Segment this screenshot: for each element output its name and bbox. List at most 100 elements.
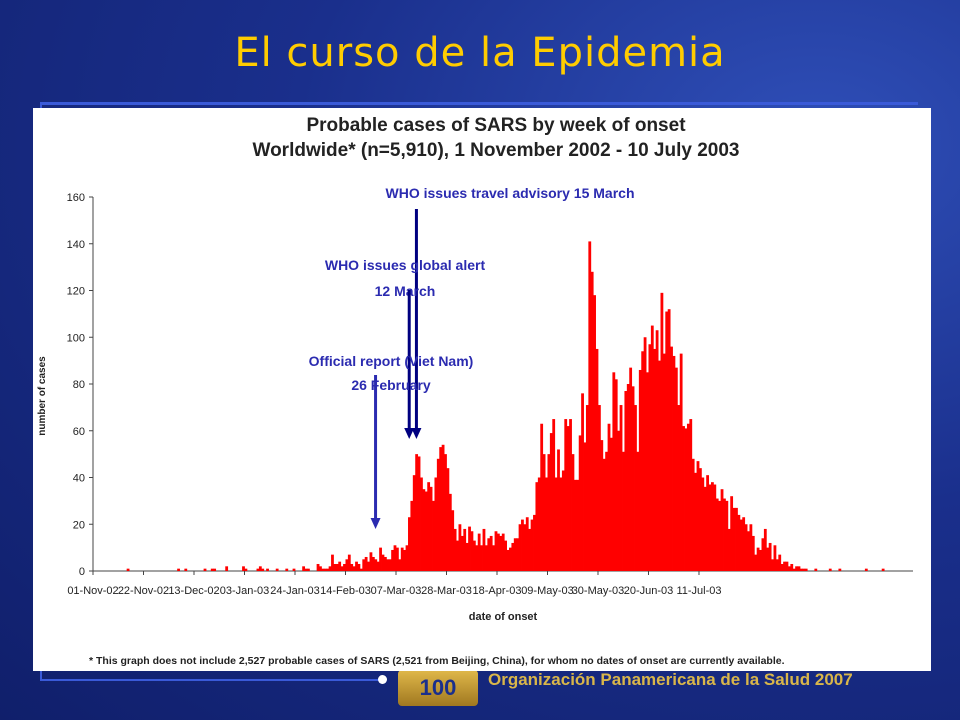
- bar: [612, 372, 616, 571]
- bar: [672, 355, 676, 571]
- bar: [292, 568, 296, 571]
- bar: [828, 568, 832, 571]
- bar: [670, 346, 673, 571]
- bar: [725, 500, 729, 571]
- bar: [359, 568, 363, 571]
- bar: [400, 547, 404, 571]
- bar: [804, 568, 808, 571]
- x-tick-label: 09-May-03: [521, 585, 574, 597]
- bar: [626, 384, 630, 571]
- bar: [554, 477, 558, 571]
- annotation-arrow-head: [370, 518, 381, 529]
- footer-bullet: [378, 675, 387, 684]
- bar: [408, 517, 411, 571]
- y-tick-label: 160: [67, 192, 85, 204]
- bar: [393, 545, 397, 571]
- bar: [386, 559, 390, 571]
- bar: [376, 561, 380, 571]
- bar: [307, 568, 310, 571]
- bar: [797, 566, 801, 571]
- bar: [518, 524, 522, 571]
- bar: [744, 524, 748, 571]
- x-axis-label: date of onset: [469, 611, 538, 623]
- paho-100-logo: 100: [398, 670, 478, 706]
- bar: [571, 454, 575, 571]
- y-tick-label: 120: [67, 286, 85, 298]
- bar: [787, 566, 791, 571]
- bar: [362, 559, 366, 571]
- bar: [778, 554, 782, 571]
- bar: [432, 500, 435, 571]
- bar: [357, 563, 361, 571]
- bar: [364, 556, 368, 571]
- chart-panel: Probable cases of SARS by week of onset …: [33, 108, 931, 671]
- bars-group: [126, 241, 885, 571]
- x-tick-label: 03-Jan-03: [220, 585, 270, 597]
- bar: [225, 566, 229, 571]
- x-tick-label: 24-Jan-03: [270, 585, 320, 597]
- bar: [711, 482, 714, 571]
- bar: [795, 566, 798, 571]
- bar: [631, 386, 635, 571]
- bar: [422, 489, 426, 571]
- bar: [667, 309, 671, 571]
- bar: [347, 554, 351, 571]
- bar: [446, 468, 450, 571]
- annotation-line2: 12 March: [375, 283, 436, 299]
- bar: [504, 540, 508, 571]
- bar: [470, 531, 474, 571]
- bar: [468, 526, 471, 571]
- bar: [434, 477, 438, 571]
- bar: [761, 538, 765, 571]
- bar: [506, 549, 510, 571]
- bar: [747, 531, 750, 571]
- bar: [785, 561, 789, 571]
- bar: [792, 568, 796, 571]
- bar: [429, 486, 433, 571]
- bar: [542, 454, 546, 571]
- bar: [496, 533, 500, 571]
- bar: [610, 437, 613, 571]
- bar: [340, 566, 344, 571]
- bar: [864, 568, 868, 571]
- x-tick-label: 01-Nov-02: [67, 585, 118, 597]
- bar: [773, 545, 777, 571]
- bar: [369, 552, 373, 571]
- bar: [521, 519, 524, 571]
- bar: [513, 538, 517, 571]
- bar: [646, 372, 649, 571]
- bar: [624, 391, 628, 571]
- bar: [388, 559, 392, 571]
- annotations-group: WHO issues travel advisory 15 March WHO i…: [309, 185, 635, 529]
- bar: [578, 435, 582, 571]
- sars-epidemic-chart: Probable cases of SARS by week of onset …: [37, 115, 913, 667]
- bar: [492, 545, 495, 571]
- bar: [285, 568, 289, 571]
- bar: [590, 271, 594, 571]
- bar: [319, 566, 322, 571]
- bar: [463, 528, 467, 571]
- bar: [583, 442, 587, 571]
- annotation-arrow-head: [411, 428, 422, 439]
- y-tick-label: 80: [73, 379, 85, 391]
- bar: [641, 351, 645, 571]
- y-tick-label: 60: [73, 426, 85, 438]
- bar: [595, 348, 599, 571]
- x-tick-label: 07-Mar-03: [371, 585, 422, 597]
- bar: [516, 538, 520, 571]
- bar: [684, 428, 688, 571]
- bar: [441, 444, 445, 571]
- bar: [588, 241, 592, 571]
- bar: [708, 484, 712, 571]
- bar: [499, 535, 503, 571]
- bar: [881, 568, 885, 571]
- bar: [302, 566, 306, 571]
- bar: [465, 542, 469, 571]
- bar: [321, 568, 325, 571]
- bar: [677, 405, 681, 571]
- bar: [648, 344, 652, 571]
- bar: [475, 545, 479, 571]
- bar: [537, 477, 541, 571]
- bar: [210, 568, 214, 571]
